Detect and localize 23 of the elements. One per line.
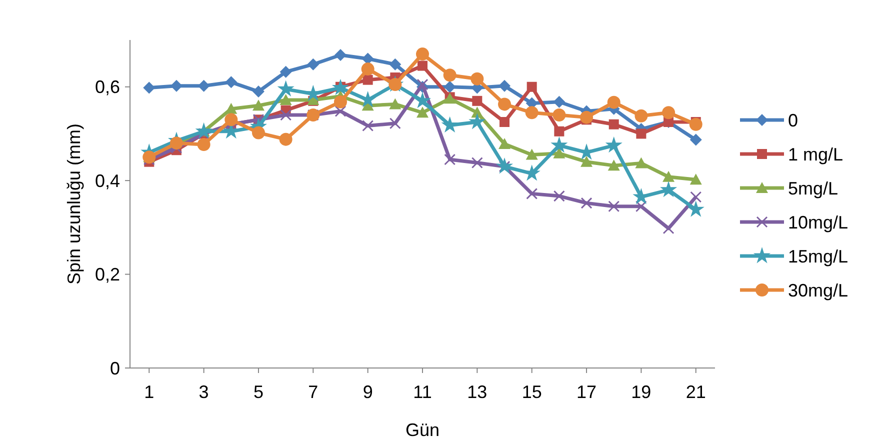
x-tick-label: 5 (253, 382, 264, 402)
y-tick-label: 0 (110, 358, 120, 378)
y-tick-label: 0,4 (94, 170, 120, 191)
legend-label: 5mg/L (788, 178, 838, 198)
y-tick-label: 0,6 (94, 77, 120, 98)
legend-label: 30mg/L (788, 280, 848, 300)
x-tick-label: 7 (308, 382, 318, 402)
x-tick-label: 11 (413, 382, 432, 402)
y-axis-title: Spin uzunluğu (mm) (64, 123, 84, 285)
legend-label: 0 (788, 110, 798, 130)
y-tick-label: 0,2 (94, 264, 120, 285)
x-axis-title: Gün (405, 420, 440, 440)
x-tick-label: 9 (362, 382, 373, 402)
x-tick-label: 17 (576, 382, 597, 402)
x-tick-label: 21 (686, 382, 706, 402)
legend-label: 10mg/L (788, 212, 848, 232)
x-tick-label: 13 (467, 382, 488, 402)
x-tick-label: 3 (198, 382, 209, 402)
legend-label: 15mg/L (788, 246, 848, 266)
x-tick-label: 15 (522, 382, 542, 402)
x-tick-label: 1 (144, 382, 154, 402)
legend-label: 1 mg/L (788, 144, 844, 164)
x-tick-label: 19 (631, 382, 652, 402)
